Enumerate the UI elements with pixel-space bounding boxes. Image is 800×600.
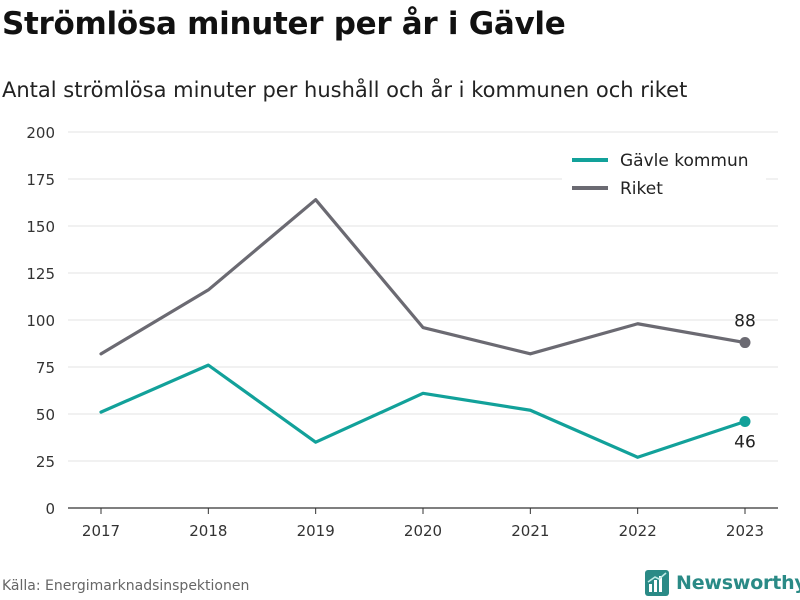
y-tick-label: 125 [26,265,55,283]
series-line-riket [99,198,747,356]
newsworthy-logo-icon [645,570,669,596]
x-tick-label: 2022 [619,522,657,540]
legend-label: Gävle kommun [620,151,749,171]
x-tick-label: 2019 [297,522,335,540]
legend-label: Riket [620,179,663,199]
axis-layer: 0 25 50 75 100 125 150 175 200 2017 2018 2019 2020 20… [26,124,778,540]
y-tick-label: 0 [45,500,55,518]
y-tick-label: 200 [26,124,55,142]
brand-name: Newsworthy [676,572,800,594]
legend-box [562,146,766,206]
x-tick-label: 2017 [82,522,120,540]
y-tick-label: 150 [26,218,55,236]
series-line-gavle [99,363,747,459]
source-note: Källa: Energimarknadsinspektionen [2,578,250,594]
end-point-riket [739,337,751,349]
y-tick-label: 175 [26,171,55,189]
x-tick-label: 2020 [404,522,442,540]
data-label-gavle: 46 [734,433,756,453]
y-tick-label: 25 [36,453,55,471]
y-tick-label: 100 [26,312,55,330]
y-tick-label: 75 [36,359,55,377]
x-tick-label: 2021 [511,522,549,540]
chart-title: Strömlösa minuter per år i Gävle [2,6,566,42]
data-label-riket: 88 [734,312,756,332]
line-chart: 0 25 50 75 100 125 150 175 200 2017 2018 2019 2020 20… [26,124,778,540]
x-tick-label: 2023 [726,522,764,540]
legend: Gävle kommun Riket [562,146,766,206]
chart-subtitle: Antal strömlösa minuter per hushåll och … [2,78,688,102]
x-tick-label: 2018 [189,522,227,540]
series-layer: 88 46 [99,198,756,459]
y-tick-label: 50 [36,406,55,424]
brand-logo: Newsworthy [645,570,800,596]
end-point-gavle [739,416,751,428]
